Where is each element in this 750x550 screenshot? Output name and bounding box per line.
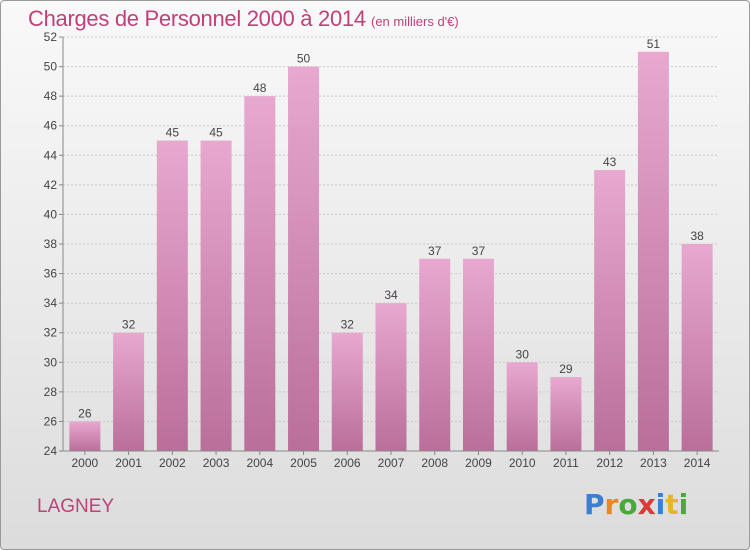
x-tick-label-2000: 2000 <box>72 456 99 470</box>
bar-2011 <box>550 377 582 451</box>
logo-letter: t <box>665 488 679 521</box>
bar-2014 <box>681 244 713 451</box>
logo-letter: P <box>584 488 605 521</box>
x-tick-label-2001: 2001 <box>115 456 142 470</box>
data-label-2007: 34 <box>384 288 398 302</box>
x-tick-label-2002: 2002 <box>159 456 186 470</box>
bar-2012 <box>594 170 626 452</box>
data-label-2010: 30 <box>516 347 530 361</box>
chart-title: Charges de Personnel 2000 à 2014 <box>28 6 366 31</box>
bar-2007 <box>375 303 407 451</box>
x-tick-label-2012: 2012 <box>596 456 623 470</box>
bar-2002 <box>156 140 188 451</box>
bar-2001 <box>113 332 145 451</box>
logo-letter: i <box>678 488 689 521</box>
y-tick-label: 40 <box>44 207 58 221</box>
x-tick-label-2007: 2007 <box>378 456 405 470</box>
logo-letter: r <box>604 488 619 521</box>
x-tick-label-2006: 2006 <box>334 456 361 470</box>
data-label-2004: 48 <box>253 81 267 95</box>
data-label-2002: 45 <box>166 126 180 140</box>
x-tick-label-2005: 2005 <box>290 456 317 470</box>
y-tick-label: 48 <box>44 89 58 103</box>
y-tick-label: 34 <box>44 296 58 310</box>
y-tick-label: 42 <box>44 178 58 192</box>
y-tick-label: 30 <box>44 355 58 369</box>
bar-2003 <box>200 140 232 451</box>
bar-2006 <box>331 332 363 451</box>
bar-2004 <box>244 96 276 452</box>
data-label-2009: 37 <box>472 244 486 258</box>
x-tick-label-2008: 2008 <box>421 456 448 470</box>
x-tick-label-2009: 2009 <box>465 456 492 470</box>
bar-2009 <box>462 258 494 451</box>
logo-letter: x <box>637 488 656 521</box>
bar-2008 <box>419 258 451 451</box>
y-tick-label: 26 <box>44 414 58 428</box>
x-tick-label-2004: 2004 <box>246 456 273 470</box>
data-label-2013: 51 <box>647 37 661 51</box>
y-tick-label: 46 <box>44 119 58 133</box>
x-tick-label-2011: 2011 <box>553 456 579 470</box>
y-tick-label: 44 <box>44 148 58 162</box>
y-tick-label: 32 <box>44 326 58 340</box>
y-tick-label: 28 <box>44 385 58 399</box>
y-tick-label: 50 <box>44 60 58 74</box>
data-label-2000: 26 <box>78 406 92 420</box>
logo-letter: i <box>655 488 666 521</box>
bar-2013 <box>637 51 669 452</box>
proxiti-logo: Proxiti <box>584 488 688 521</box>
y-tick-label: 24 <box>44 444 58 458</box>
data-label-2014: 38 <box>690 229 704 243</box>
data-label-2011: 29 <box>559 362 573 376</box>
x-tick-label-2010: 2010 <box>509 456 536 470</box>
data-label-2001: 32 <box>122 318 136 332</box>
data-label-2005: 50 <box>297 52 311 66</box>
x-tick-label-2014: 2014 <box>684 456 711 470</box>
x-tick-label-2003: 2003 <box>203 456 230 470</box>
data-label-2008: 37 <box>428 244 442 258</box>
logo-letter: o <box>618 488 638 521</box>
bar-2000 <box>69 421 101 451</box>
data-label-2003: 45 <box>209 126 223 140</box>
data-label-2006: 32 <box>341 318 355 332</box>
commune-name: LAGNEY <box>37 496 115 517</box>
bar-2010 <box>506 362 538 451</box>
y-tick-label: 36 <box>44 267 58 281</box>
chart-subtitle: (en milliers d'€) <box>371 14 459 29</box>
y-tick-label: 52 <box>44 30 58 44</box>
data-label-2012: 43 <box>603 155 617 169</box>
x-tick-label-2013: 2013 <box>640 456 667 470</box>
y-tick-label: 38 <box>44 237 58 251</box>
bar-2005 <box>288 66 320 452</box>
